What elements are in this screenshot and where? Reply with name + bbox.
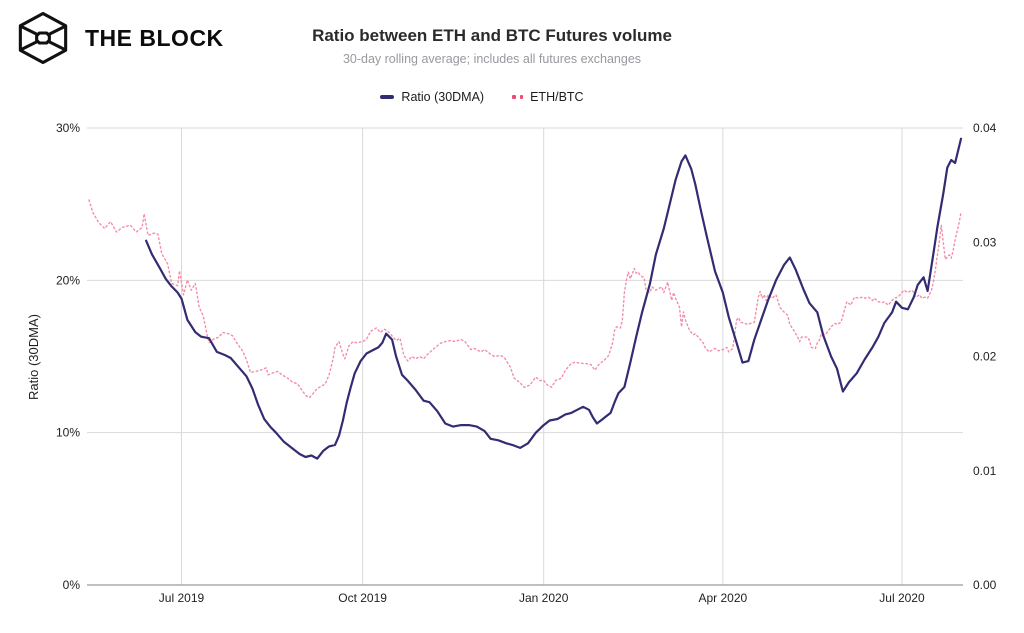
ethbtc-dots-marker-icon: [512, 95, 524, 99]
brand-name: THE BLOCK: [85, 24, 224, 51]
the-block-logo: [18, 11, 68, 65]
right-tick-label: 0.00: [973, 578, 997, 592]
right-tick-label: 0.04: [973, 121, 997, 135]
legend-label-ethbtc: ETH/BTC: [530, 90, 584, 104]
legend-label-ratio: Ratio (30DMA): [401, 90, 485, 104]
series-ratio-line: [145, 137, 963, 460]
x-tick-label: Jul 2020: [879, 591, 925, 605]
x-tick-label: Jul 2019: [159, 591, 205, 605]
y-axis-title: Ratio (30DMA): [26, 314, 41, 400]
ratio-line-marker-icon: [380, 95, 395, 99]
right-tick-label: 0.03: [973, 235, 997, 249]
right-tick-label: 0.02: [973, 350, 997, 364]
series-ethbtc-line: [88, 199, 962, 399]
chart-legend: Ratio (30DMA) ETH/BTC: [0, 90, 964, 104]
right-tick-label: 0.01: [973, 464, 997, 478]
x-tick-label: Oct 2019: [338, 591, 387, 605]
legend-item-ethbtc: ETH/BTC: [512, 90, 584, 104]
x-tick-label: Apr 2020: [698, 591, 747, 605]
legend-item-ratio: Ratio (30DMA): [380, 90, 484, 104]
left-tick-label: 30%: [56, 121, 80, 135]
left-tick-label: 10%: [56, 426, 80, 440]
left-tick-label: 0%: [63, 578, 81, 592]
left-tick-label: 20%: [56, 273, 80, 287]
x-tick-label: Jan 2020: [519, 591, 569, 605]
brand: THE BLOCK: [14, 10, 224, 66]
